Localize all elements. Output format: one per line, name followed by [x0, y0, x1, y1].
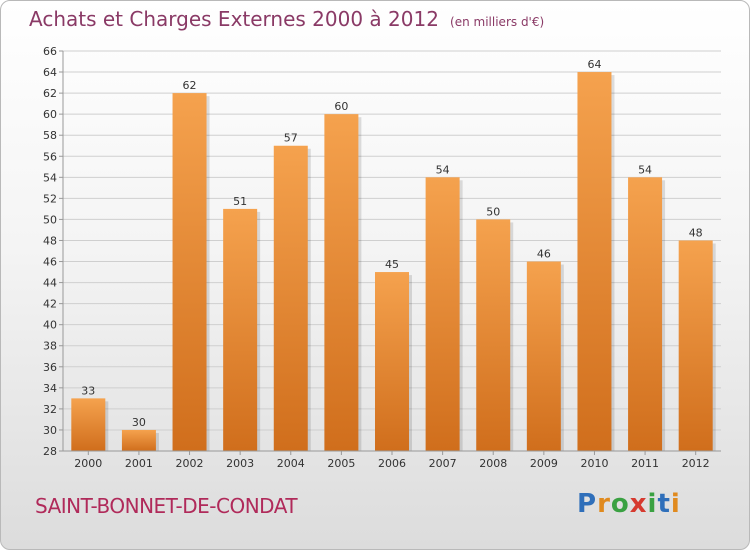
title-text: Achats et Charges Externes 2000 à 2012 [29, 7, 439, 31]
commune-name: SAINT-BONNET-DE-CONDAT [35, 494, 298, 518]
y-tick-label: 66 [43, 45, 57, 58]
y-tick-label: 64 [43, 66, 57, 79]
logo-letter: i [670, 489, 681, 519]
bar-value-label: 33 [81, 384, 95, 397]
x-tick-label: 2011 [631, 457, 659, 470]
y-tick-label: 56 [43, 150, 57, 163]
bars: 33 30 62 51 57 60 45 54 50 46 64 54 48 [71, 58, 716, 452]
bar-value-label: 48 [689, 226, 703, 239]
title-unit: (en milliers d'€) [450, 15, 545, 29]
x-tick-label: 2008 [479, 457, 507, 470]
bar-value-label: 30 [132, 416, 146, 429]
logo-letter: P [577, 489, 598, 519]
logo-letter: o [610, 489, 630, 519]
y-tick-label: 30 [43, 424, 57, 437]
y-tick-label: 36 [43, 361, 57, 374]
x-tick-label: 2006 [378, 457, 406, 470]
y-tick-label: 46 [43, 256, 57, 269]
y-tick-label: 38 [43, 340, 57, 353]
logo-letter: i [647, 489, 658, 519]
x-tick-label: 2001 [125, 457, 153, 470]
bar-value-label: 57 [284, 132, 298, 145]
x-tick-label: 2012 [682, 457, 710, 470]
bar [223, 208, 258, 451]
y-tick-label: 42 [43, 298, 57, 311]
bar-value-label: 46 [537, 248, 551, 261]
bar [425, 177, 460, 451]
bar-value-label: 50 [486, 205, 500, 218]
x-tick-label: 2009 [530, 457, 558, 470]
y-tick-label: 50 [43, 213, 57, 226]
bar [71, 398, 106, 451]
logo-letter: r [597, 489, 611, 519]
y-tick-label: 54 [43, 171, 57, 184]
x-tick-label: 2004 [277, 457, 305, 470]
bar [375, 272, 409, 451]
y-tick-label: 32 [43, 403, 57, 416]
logo-letter: x [629, 489, 648, 519]
x-axis: 2000 2001 2002 2003 2004 2005 2006 2007 2008 2009… [63, 450, 721, 470]
bar [121, 429, 156, 451]
bar [628, 177, 663, 451]
y-tick-label: 48 [43, 234, 57, 247]
bar [577, 72, 612, 451]
bar [172, 93, 207, 452]
bar-value-label: 62 [183, 79, 197, 92]
x-tick-label: 2010 [580, 457, 608, 470]
x-tick-label: 2003 [226, 457, 254, 470]
chart-title: Achats et Charges Externes 2000 à 2012 (… [29, 7, 544, 31]
y-tick-label: 34 [43, 382, 57, 395]
x-tick-label: 2007 [429, 457, 457, 470]
y-tick-label: 28 [43, 445, 57, 458]
y-tick-label: 44 [43, 277, 57, 290]
bar [476, 219, 511, 451]
proxiti-logo: Proxiti [577, 489, 681, 519]
x-tick-label: 2000 [74, 457, 102, 470]
bar [273, 145, 308, 451]
bar-value-label: 64 [587, 58, 601, 71]
x-tick-label: 2005 [327, 457, 355, 470]
x-tick-label: 2002 [176, 457, 204, 470]
y-tick-label: 52 [43, 192, 57, 205]
y-tick-label: 58 [43, 129, 57, 142]
y-axis: 28 30 32 34 36 38 40 42 44 46 48 50 52 54 56 58 60 62 64 66 [43, 45, 64, 458]
y-tick-label: 40 [43, 319, 57, 332]
bar-value-label: 51 [233, 195, 247, 208]
bar-value-label: 54 [638, 163, 652, 176]
bar [324, 114, 359, 451]
bar-value-label: 45 [385, 258, 399, 271]
y-tick-label: 62 [43, 87, 57, 100]
logo-letter: t [657, 489, 671, 519]
bar [526, 261, 561, 451]
bar-value-label: 54 [436, 163, 450, 176]
bar-value-label: 60 [334, 100, 348, 113]
y-tick-label: 60 [43, 108, 57, 121]
bar [678, 240, 713, 451]
